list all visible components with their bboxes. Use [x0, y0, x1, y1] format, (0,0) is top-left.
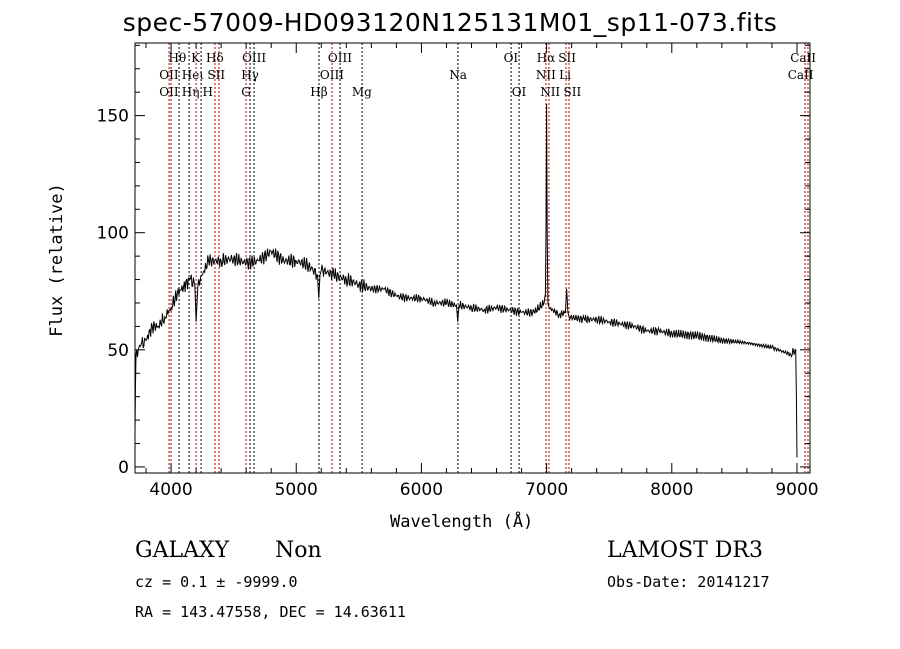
line-label: CaII [790, 51, 816, 65]
x-tick-label: 8000 [650, 480, 693, 500]
x-tick-label: 6000 [400, 480, 443, 500]
line-label: CaII [788, 68, 814, 82]
object-class: GALAXY [135, 538, 230, 563]
line-label: Hδ [206, 51, 224, 65]
line-label: K [191, 51, 201, 65]
line-label: OIII [320, 68, 344, 82]
spectrum-line [134, 103, 798, 458]
line-label: OII [159, 68, 179, 82]
x-tick-label: 4000 [149, 480, 192, 500]
line-label: OI [504, 51, 519, 65]
y-tick-label: 0 [118, 458, 129, 478]
line-label: Li [559, 68, 571, 82]
line-label: Hη [182, 85, 200, 99]
y-tick-label: 150 [97, 107, 129, 127]
line-label: OIII [242, 51, 266, 65]
chart-title: spec-57009-HD093120N125131M01_sp11-073.f… [122, 8, 778, 37]
coordinates-text: RA = 143.47558, DEC = 14.63611 [135, 603, 406, 621]
x-tick-label: 5000 [275, 480, 318, 500]
line-label: H [203, 85, 213, 99]
line-label: Hγ [241, 68, 259, 82]
survey-name: LAMOST DR3 [607, 538, 763, 563]
y-tick-label: 50 [107, 341, 129, 361]
line-label: Heι [182, 68, 205, 82]
y-tick-label: 100 [97, 224, 129, 244]
plot-frame [134, 42, 811, 474]
line-label: G [241, 85, 251, 99]
line-label: SII [558, 51, 576, 65]
line-label: Na [449, 68, 467, 82]
line-label: NII [536, 68, 556, 82]
x-tick-label: 9000 [775, 480, 818, 500]
line-label: SII [564, 85, 582, 99]
x-axis-label: Wavelength (Å) [390, 512, 534, 532]
line-label: SII [207, 68, 225, 82]
line-label: OI [512, 85, 527, 99]
line-label: Mg [352, 85, 372, 99]
line-label: OII [159, 85, 179, 99]
object-subclass: Non [275, 538, 322, 563]
line-label: Hβ [310, 85, 327, 99]
obs-date: Obs-Date: 20141217 [607, 573, 770, 591]
line-label: Hα [537, 51, 556, 65]
line-label: OIII [328, 51, 352, 65]
x-tick-label: 7000 [525, 480, 568, 500]
line-label: Hθ [169, 51, 187, 65]
y-axis-label: Flux (relative) [46, 183, 67, 337]
line-label: NII [540, 85, 560, 99]
redshift-text: cz = 0.1 ± -9999.0 [135, 573, 298, 591]
